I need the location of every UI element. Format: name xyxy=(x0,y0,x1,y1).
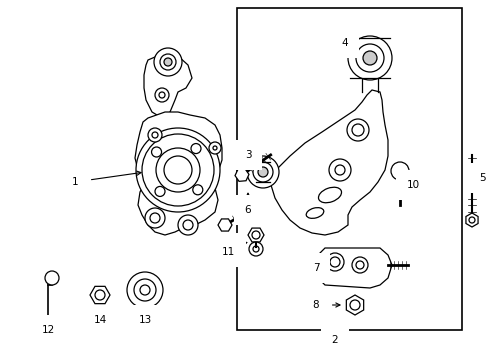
Polygon shape xyxy=(90,286,110,304)
Circle shape xyxy=(140,285,150,295)
Polygon shape xyxy=(248,228,264,242)
Circle shape xyxy=(253,162,273,182)
Circle shape xyxy=(159,92,165,98)
Circle shape xyxy=(252,231,260,239)
Polygon shape xyxy=(346,295,364,315)
Circle shape xyxy=(145,208,165,228)
Circle shape xyxy=(253,246,259,252)
Circle shape xyxy=(193,185,203,195)
Circle shape xyxy=(151,147,162,157)
Text: 8: 8 xyxy=(313,300,340,310)
Text: 1: 1 xyxy=(72,171,141,187)
Circle shape xyxy=(95,290,105,300)
Polygon shape xyxy=(135,112,222,235)
Text: 12: 12 xyxy=(41,324,54,335)
Polygon shape xyxy=(218,219,232,231)
Text: 14: 14 xyxy=(94,311,107,325)
Circle shape xyxy=(164,58,172,66)
Circle shape xyxy=(347,119,369,141)
Circle shape xyxy=(363,51,377,65)
Text: 2: 2 xyxy=(332,335,338,345)
Circle shape xyxy=(142,134,214,206)
Circle shape xyxy=(326,253,344,271)
Bar xyxy=(237,8,462,330)
Circle shape xyxy=(352,124,364,136)
Text: 7: 7 xyxy=(313,263,324,273)
Circle shape xyxy=(155,186,165,197)
Circle shape xyxy=(209,142,221,154)
Circle shape xyxy=(136,128,220,212)
Circle shape xyxy=(330,257,340,267)
Circle shape xyxy=(335,165,345,175)
Circle shape xyxy=(352,257,368,273)
Circle shape xyxy=(45,271,59,285)
Text: 4: 4 xyxy=(342,38,355,50)
Text: 6: 6 xyxy=(245,193,251,215)
Circle shape xyxy=(391,162,409,180)
Circle shape xyxy=(191,144,201,154)
Circle shape xyxy=(356,261,364,269)
Text: 11: 11 xyxy=(221,242,235,257)
Circle shape xyxy=(183,220,193,230)
Ellipse shape xyxy=(318,187,342,203)
Text: 10: 10 xyxy=(406,180,419,190)
Circle shape xyxy=(213,146,217,150)
Circle shape xyxy=(155,88,169,102)
Text: 5: 5 xyxy=(479,173,485,183)
Circle shape xyxy=(164,156,192,184)
Circle shape xyxy=(152,132,158,138)
Polygon shape xyxy=(270,90,388,235)
Circle shape xyxy=(350,300,360,310)
Text: 9: 9 xyxy=(229,242,247,253)
Circle shape xyxy=(258,167,268,177)
Circle shape xyxy=(156,148,200,192)
Circle shape xyxy=(150,213,160,223)
Polygon shape xyxy=(235,168,249,181)
Circle shape xyxy=(249,242,263,256)
Circle shape xyxy=(356,44,384,72)
Circle shape xyxy=(178,215,198,235)
Ellipse shape xyxy=(306,208,324,219)
Polygon shape xyxy=(466,213,478,227)
Polygon shape xyxy=(144,54,192,118)
Text: 13: 13 xyxy=(138,314,151,325)
Text: 3: 3 xyxy=(245,150,253,165)
Circle shape xyxy=(329,159,351,181)
Circle shape xyxy=(148,128,162,142)
Circle shape xyxy=(160,54,176,70)
Circle shape xyxy=(154,48,182,76)
Circle shape xyxy=(469,217,475,223)
Circle shape xyxy=(348,36,392,80)
Circle shape xyxy=(127,272,163,308)
Circle shape xyxy=(134,279,156,301)
Circle shape xyxy=(247,156,279,188)
Polygon shape xyxy=(315,248,392,288)
